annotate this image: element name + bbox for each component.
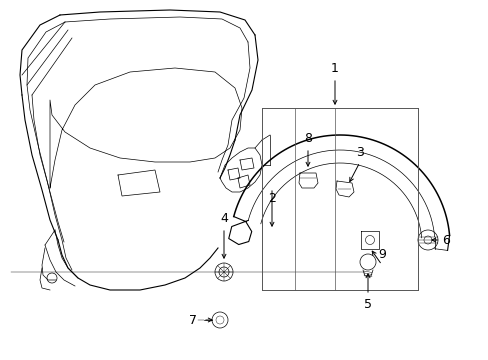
Text: 6: 6 [441, 234, 449, 247]
Text: 5: 5 [363, 298, 371, 311]
Text: 3: 3 [355, 145, 363, 158]
Text: 8: 8 [304, 131, 311, 144]
Text: 2: 2 [267, 192, 275, 204]
Text: 1: 1 [330, 62, 338, 75]
Text: 9: 9 [377, 248, 385, 261]
Text: 4: 4 [220, 211, 227, 225]
Text: 7: 7 [189, 314, 197, 327]
